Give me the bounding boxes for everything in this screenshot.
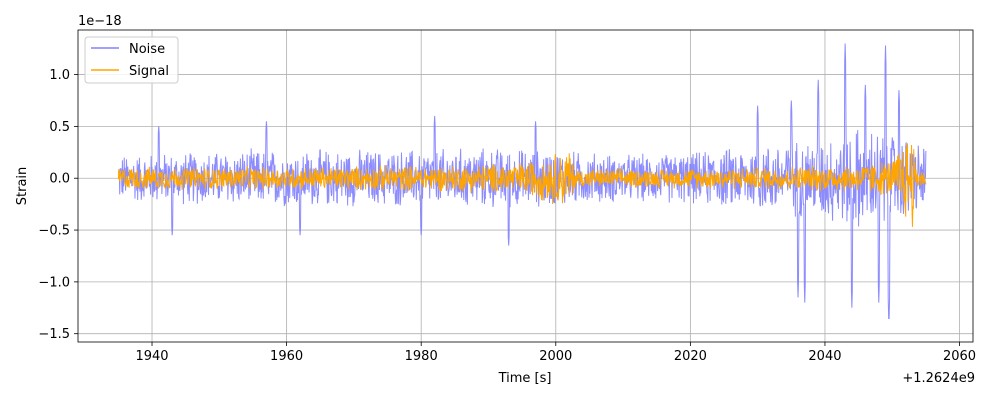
x-axis-label: Time [s]: [498, 371, 552, 386]
y-axis-label: Strain: [15, 167, 30, 206]
x-tick-label: 2000: [539, 349, 572, 364]
y-tick-label: −0.5: [38, 224, 70, 239]
x-tick-label: 2060: [943, 349, 976, 364]
x-offset-label: +1.2624e9: [902, 371, 975, 386]
y-scale-label: 1e−18: [78, 14, 122, 29]
x-tick-label: 2020: [674, 349, 707, 364]
y-tick-label: −1.0: [38, 275, 70, 290]
series-line-signal: [117, 143, 927, 227]
y-tick-label: −1.5: [38, 327, 70, 342]
legend-noise-label: Noise: [129, 42, 165, 57]
axis-ticks: 1940 1960 1980 2000 2020 2040 2060 −1.5 −1.0 −0.5…: [38, 68, 976, 364]
y-tick-label: 0.0: [49, 172, 70, 187]
x-tick-label: 1960: [270, 349, 303, 364]
y-tick-label: 0.5: [49, 120, 70, 135]
x-tick-label: 1980: [405, 349, 438, 364]
x-tick-label: 1940: [135, 349, 168, 364]
plot-frame: [77, 29, 974, 343]
legend: Noise Signal: [84, 36, 179, 84]
x-tick-label: 2040: [808, 349, 841, 364]
signal-series: [117, 143, 927, 227]
legend-signal-label: Signal: [129, 64, 169, 79]
y-tick-label: 1.0: [49, 68, 70, 83]
